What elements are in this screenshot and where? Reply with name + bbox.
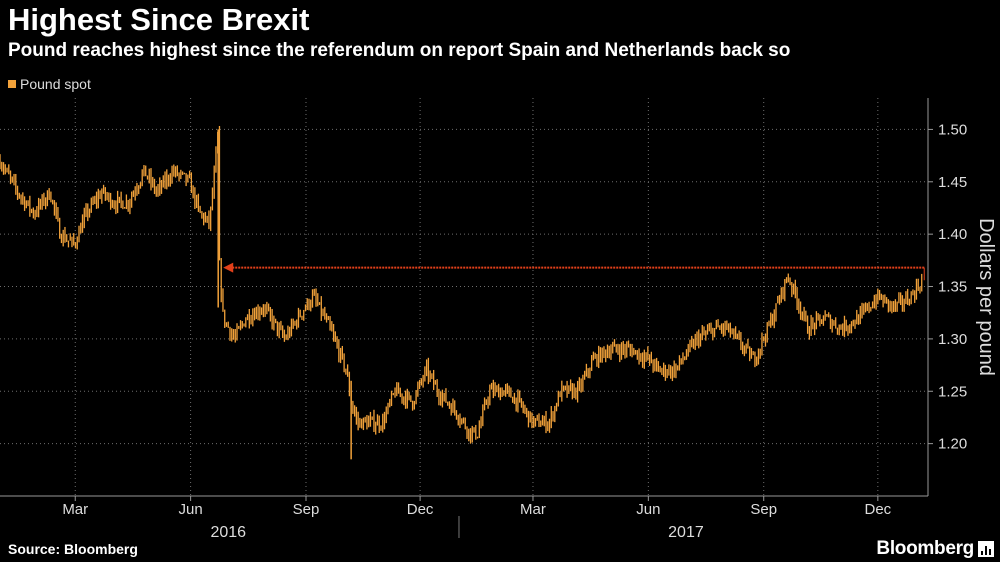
- x-tick-label: Mar: [62, 501, 88, 518]
- y-tick-label: 1.30: [938, 331, 967, 348]
- y-tick-label: 1.25: [938, 383, 967, 400]
- x-tick-label: Sep: [293, 501, 320, 518]
- y-tick-label: 1.35: [938, 279, 967, 296]
- x-tick-label: Jun: [179, 501, 203, 518]
- bar-chart-icon: [978, 541, 994, 557]
- chart-title: Highest Since Brexit: [8, 2, 310, 37]
- brand-logo: Bloomberg: [876, 538, 994, 560]
- annotation-arrowhead: [223, 262, 234, 273]
- source-note: Source: Bloomberg: [8, 541, 138, 557]
- x-tick-label: Jun: [636, 501, 660, 518]
- y-tick-label: 1.45: [938, 174, 967, 191]
- brand-name: Bloomberg: [876, 538, 974, 559]
- chart-subtitle: Pound reaches highest since the referend…: [8, 40, 791, 61]
- year-label: 2016: [210, 524, 246, 541]
- legend-label: Pound spot: [20, 76, 91, 92]
- legend-swatch: [8, 80, 16, 88]
- y-tick-label: 1.50: [938, 121, 967, 138]
- x-tick-label: Dec: [407, 501, 434, 518]
- y-axis-title: Dollars per pound: [975, 218, 997, 376]
- legend: Pound spot: [8, 76, 91, 92]
- y-tick-label: 1.40: [938, 226, 967, 243]
- x-tick-label: Dec: [864, 501, 891, 518]
- x-tick-label: Sep: [750, 501, 777, 518]
- y-tick-label: 1.20: [938, 436, 967, 453]
- x-tick-label: Mar: [520, 501, 546, 518]
- year-label: 2017: [668, 524, 704, 541]
